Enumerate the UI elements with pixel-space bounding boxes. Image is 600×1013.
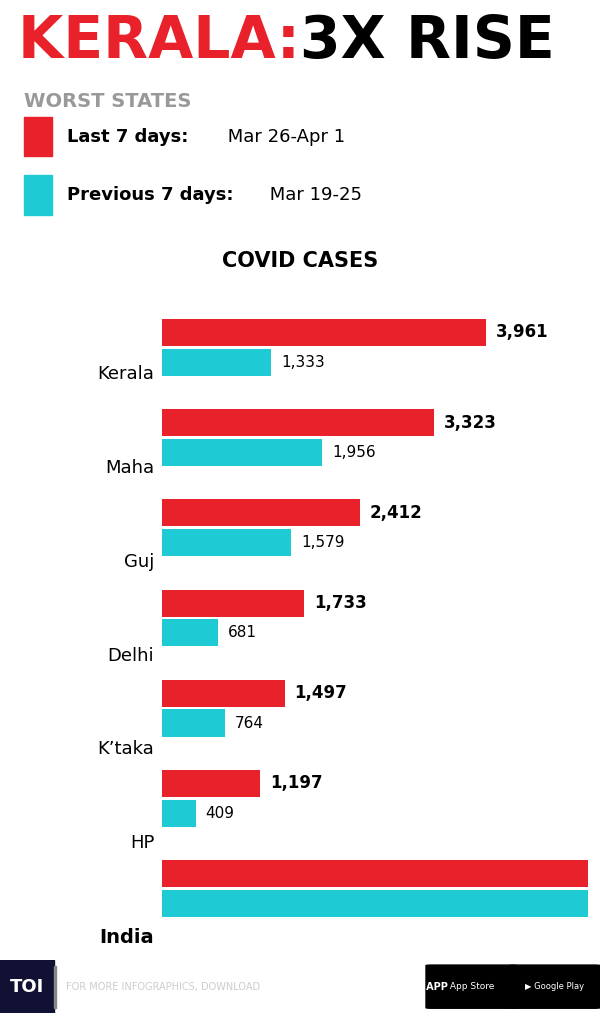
Text: 3X RISE: 3X RISE: [300, 13, 555, 70]
Text: Mar 19-25: Mar 19-25: [263, 185, 362, 204]
Bar: [162, 619, 218, 646]
Bar: [162, 319, 487, 346]
Bar: [162, 709, 224, 736]
Bar: [162, 439, 322, 466]
Bar: [162, 348, 271, 376]
Text: India: India: [100, 928, 154, 947]
Bar: [23, 175, 52, 215]
Text: Last 7 days:: Last 7 days:: [67, 128, 188, 146]
Bar: [162, 889, 600, 917]
Text: 1,333: 1,333: [281, 355, 325, 370]
Text: 3,961: 3,961: [496, 323, 549, 341]
Bar: [162, 590, 304, 617]
Text: 2,412: 2,412: [370, 503, 422, 522]
Text: 1,197: 1,197: [270, 775, 323, 792]
Text: Delhi: Delhi: [107, 646, 154, 665]
Text: App Store: App Store: [448, 983, 494, 991]
Bar: [54, 965, 56, 1008]
Text: 3,323: 3,323: [444, 413, 497, 432]
Bar: [162, 860, 600, 887]
Bar: [162, 770, 260, 797]
FancyBboxPatch shape: [426, 965, 516, 1008]
FancyBboxPatch shape: [510, 965, 600, 1008]
Text: FOR MORE INFOGRAPHICS, DOWNLOAD: FOR MORE INFOGRAPHICS, DOWNLOAD: [66, 982, 263, 992]
Bar: [162, 680, 284, 707]
Text: COVID CASES: COVID CASES: [222, 251, 378, 270]
Bar: [162, 499, 359, 527]
Text: WORST STATES: WORST STATES: [23, 92, 191, 111]
Text: K’taka: K’taka: [97, 741, 154, 759]
Text: 764: 764: [235, 715, 263, 730]
Text: TOI: TOI: [10, 978, 44, 996]
Text: Mar 26-Apr 1: Mar 26-Apr 1: [223, 128, 346, 146]
Text: 681: 681: [227, 625, 257, 640]
Text: 1,579: 1,579: [301, 535, 344, 550]
Bar: [23, 118, 52, 156]
Text: Guj: Guj: [124, 552, 154, 570]
Text: KERALA:: KERALA:: [18, 13, 320, 70]
Text: 1,956: 1,956: [332, 445, 376, 460]
Text: Kerala: Kerala: [97, 365, 154, 383]
Bar: [162, 409, 434, 437]
Bar: [162, 799, 196, 827]
Bar: [162, 529, 292, 556]
Text: HP: HP: [130, 835, 154, 852]
Text: Previous 7 days:: Previous 7 days:: [67, 185, 233, 204]
Text: 409: 409: [205, 805, 235, 821]
Text: Maha: Maha: [105, 459, 154, 477]
Text: THE TIMES OF INDIA APP: THE TIMES OF INDIA APP: [312, 982, 448, 992]
Text: 1,733: 1,733: [314, 594, 367, 612]
Text: 1,497: 1,497: [295, 684, 347, 702]
Bar: [0, 960, 54, 1013]
Text: ▶ Google Play: ▶ Google Play: [526, 983, 584, 991]
